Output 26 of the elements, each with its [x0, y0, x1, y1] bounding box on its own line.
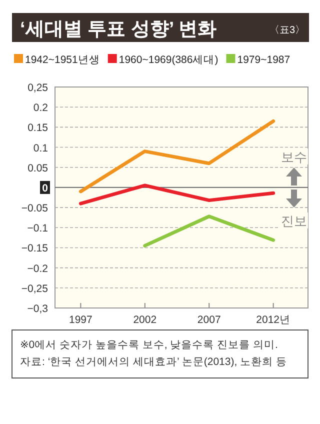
annotation: 〈표3〉	[269, 25, 305, 36]
legend-label: 1979~1987	[237, 54, 290, 66]
x-tick-label: 1997	[69, 314, 92, 326]
legend-item: 1942~1951년생	[14, 54, 100, 66]
y-tick-label: 0.15	[28, 122, 48, 134]
y-tick-label: 0	[42, 182, 48, 194]
annotation: ※0에서 숫자가 높을수록 보수, 낮을수록 진보를 의미.	[20, 339, 278, 351]
y-tick-label: −0,3	[27, 303, 48, 315]
y-tick-label: 0.2	[33, 102, 48, 114]
annotation: 보수	[281, 149, 307, 164]
y-tick-label: 0.1	[33, 142, 48, 154]
y-tick-label: −0,25	[21, 282, 48, 295]
y-tick-label: −0.2	[27, 262, 48, 275]
x-tick-label: 2002	[133, 314, 157, 326]
title: ‘세대별 투표 성향’ 변화	[20, 19, 216, 40]
annotation: 자료: ‘한국 선거에서의 세대효과’ 논문(2013), 노환희 등	[20, 356, 287, 368]
y-tick-label: 0,25	[28, 82, 48, 94]
legend-item: 1960~1969(386세대)	[108, 54, 218, 66]
y-tick-label: −0.1	[27, 222, 48, 235]
y-tick-label: −0.05	[21, 202, 48, 215]
y-tick-label: 0.05	[28, 162, 48, 174]
x-tick-label: 2007	[197, 314, 221, 326]
y-tick-label: −0.15	[21, 242, 48, 255]
legend-item: 1979~1987	[226, 54, 290, 66]
x-tick-label: 2012년	[256, 314, 290, 326]
annotation: 진보	[281, 213, 307, 228]
